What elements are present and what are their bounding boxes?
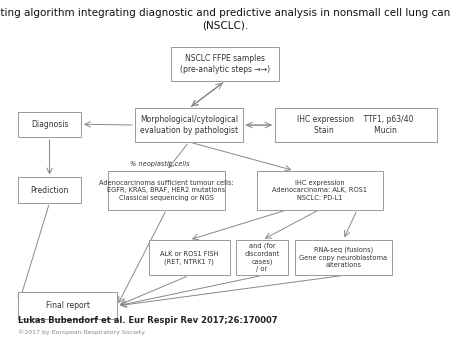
- Text: RNA-seq (fusions)
Gene copy neuroblastoma
alterations: RNA-seq (fusions) Gene copy neuroblastom…: [299, 247, 387, 268]
- FancyBboxPatch shape: [274, 108, 436, 142]
- Text: ALK or ROS1 FISH
(RET, NTRK1 ?): ALK or ROS1 FISH (RET, NTRK1 ?): [160, 251, 218, 265]
- Text: NSCLC FFPE samples
(pre-analytic steps →→): NSCLC FFPE samples (pre-analytic steps →…: [180, 54, 270, 74]
- Text: % neoplastic cells: % neoplastic cells: [130, 161, 190, 167]
- Text: IHC expression
Adenocarcinoma: ALK, ROS1
NSCLC: PD-L1: IHC expression Adenocarcinoma: ALK, ROS1…: [272, 179, 367, 201]
- Text: Diagnosis: Diagnosis: [31, 120, 68, 129]
- Text: Lukas Bubendorf et al. Eur Respir Rev 2017;26:170007: Lukas Bubendorf et al. Eur Respir Rev 20…: [18, 316, 278, 325]
- FancyBboxPatch shape: [18, 292, 117, 319]
- Text: ©2017 by European Respiratory Society: ©2017 by European Respiratory Society: [18, 329, 145, 335]
- FancyBboxPatch shape: [236, 240, 288, 275]
- FancyBboxPatch shape: [256, 171, 382, 210]
- FancyBboxPatch shape: [18, 177, 81, 203]
- FancyBboxPatch shape: [135, 108, 243, 142]
- Text: Testing algorithm integrating diagnostic and predictive analysis in nonsmall cel: Testing algorithm integrating diagnostic…: [0, 8, 450, 31]
- FancyBboxPatch shape: [108, 171, 225, 210]
- FancyBboxPatch shape: [18, 112, 81, 137]
- Text: Adenocarcinoma sufficient tumour cells:
EGFR, KRAS, BRAF, HER2 mutations
Classic: Adenocarcinoma sufficient tumour cells: …: [99, 179, 234, 201]
- FancyBboxPatch shape: [171, 47, 279, 81]
- FancyBboxPatch shape: [295, 240, 392, 275]
- Text: IHC expression    TTF1, p63/40
Stain                 Mucin: IHC expression TTF1, p63/40 Stain Mucin: [297, 115, 414, 135]
- Text: Prediction: Prediction: [30, 186, 69, 195]
- FancyBboxPatch shape: [148, 240, 230, 275]
- Text: and (for
discordant
cases)
/ or: and (for discordant cases) / or: [244, 243, 280, 272]
- Text: Morphological/cytological
evaluation by pathologist: Morphological/cytological evaluation by …: [140, 115, 238, 135]
- Text: Final report: Final report: [45, 301, 90, 310]
